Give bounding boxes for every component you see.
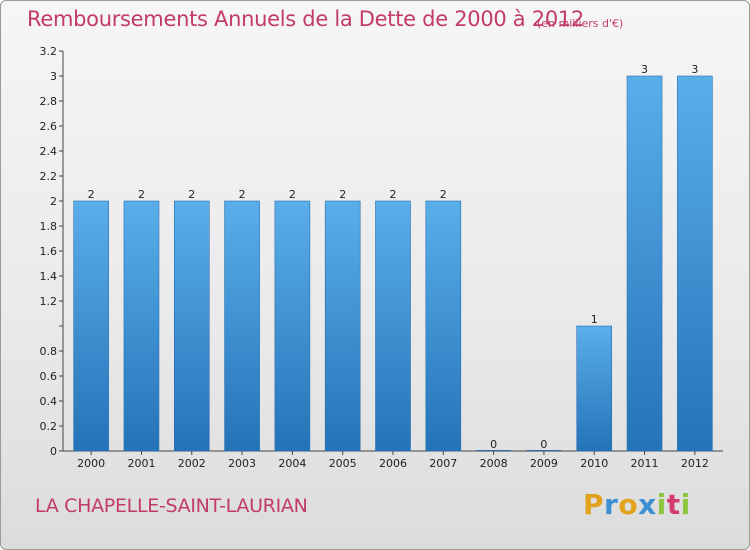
data-label-2000: 2 — [88, 188, 95, 201]
data-label-2003: 2 — [239, 188, 246, 201]
x-tick-label-2001: 2001 — [127, 457, 155, 470]
logo-letter: r — [604, 488, 619, 521]
logo-letter: t — [666, 488, 681, 521]
x-tick-label-2000: 2000 — [77, 457, 105, 470]
logo-letter: o — [618, 488, 639, 521]
data-label-2012: 3 — [691, 63, 698, 76]
bar-2001 — [123, 200, 160, 452]
x-tick-label-2011: 2011 — [631, 457, 659, 470]
data-label-2006: 2 — [390, 188, 397, 201]
commune-name: LA CHAPELLE-SAINT-LAURIAN — [35, 495, 308, 517]
y-tick-label: 0.2 — [40, 420, 58, 433]
y-tick-label: 1.2 — [40, 295, 58, 308]
y-tick-label: 2.6 — [40, 120, 58, 133]
data-label-2010: 1 — [591, 313, 598, 326]
x-tick-label-2007: 2007 — [429, 457, 457, 470]
logo-letter: x — [638, 488, 657, 521]
x-tick-label-2005: 2005 — [329, 457, 357, 470]
chart-title: Remboursements Annuels de la Dette de 20… — [27, 7, 584, 31]
data-label-2011: 3 — [641, 63, 648, 76]
y-tick-label: 1.4 — [40, 270, 58, 283]
y-tick-label: 0.6 — [40, 370, 58, 383]
bar-2006 — [375, 200, 411, 452]
bar-2011 — [626, 75, 663, 452]
data-label-2002: 2 — [188, 188, 195, 201]
y-tick-label: 0.4 — [40, 395, 58, 408]
x-tick-label-2012: 2012 — [681, 457, 709, 470]
bar-2000 — [73, 200, 109, 452]
data-label-2009: 0 — [540, 438, 547, 451]
bar-2005 — [324, 200, 361, 452]
y-tick-label: 1.6 — [40, 245, 58, 258]
proxiti-logo[interactable]: Proxiti — [583, 488, 691, 521]
x-tick-label-2008: 2008 — [480, 457, 508, 470]
x-tick-label-2003: 2003 — [228, 457, 256, 470]
x-tick-label-2002: 2002 — [178, 457, 206, 470]
bar-2002 — [173, 200, 210, 452]
data-label-2005: 2 — [339, 188, 346, 201]
logo-letter: i — [680, 488, 691, 521]
data-label-2008: 0 — [490, 438, 497, 451]
logo-letter: P — [583, 488, 605, 521]
data-label-2007: 2 — [440, 188, 447, 201]
y-tick-label: 1.8 — [40, 220, 58, 233]
bar-2003 — [224, 200, 260, 452]
y-tick-label: 2 — [50, 195, 57, 208]
x-tick-label-2004: 2004 — [278, 457, 306, 470]
bar-2007 — [425, 200, 462, 452]
data-label-2001: 2 — [138, 188, 145, 201]
data-label-2004: 2 — [289, 188, 296, 201]
x-tick-label-2010: 2010 — [580, 457, 608, 470]
x-tick-label-2009: 2009 — [530, 457, 558, 470]
bar-2004 — [274, 200, 311, 452]
chart-bars: 2 2 2 2 2 2 2 2 0 0 1 3 3 — [73, 63, 713, 452]
y-tick-label: 0.8 — [40, 345, 58, 358]
x-tick-label-2006: 2006 — [379, 457, 407, 470]
chart-subtitle: (en milliers d'€) — [537, 17, 624, 30]
bar-2010 — [576, 325, 613, 452]
y-tick-label: 2.2 — [40, 170, 58, 183]
logo-letter: i — [656, 488, 667, 521]
y-tick-label: 3 — [50, 70, 57, 83]
y-tick-label: 2.8 — [40, 95, 58, 108]
y-tick-label: 3.2 — [40, 45, 58, 58]
y-tick-label: 0 — [50, 445, 57, 458]
chart-axes: 0 0.2 0.4 0.6 0.8 1.2 1.4 1.6 1.8 2 2.2 2.4 2.6 2.8 3 3… — [40, 45, 723, 470]
y-tick-label: 2.4 — [40, 145, 58, 158]
bar-2012 — [677, 75, 713, 452]
